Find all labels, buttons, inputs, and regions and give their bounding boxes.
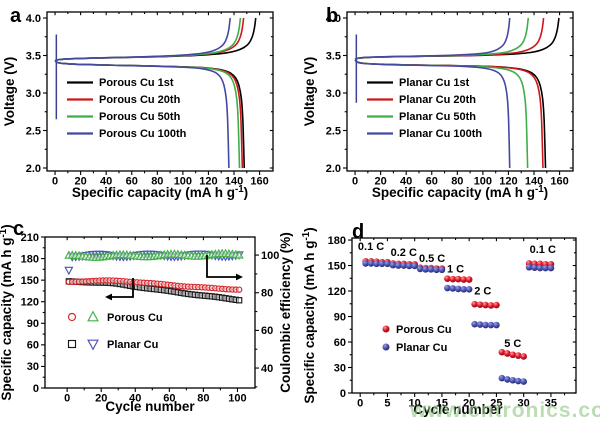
legend-label: Porous Cu 100th bbox=[99, 128, 187, 140]
y-tick-label: 2.5 bbox=[326, 125, 341, 137]
x-tick-label: 80 bbox=[151, 176, 163, 188]
x-tick-label: 100 bbox=[228, 393, 246, 405]
legend-label: Planar Cu 100th bbox=[399, 128, 482, 140]
x-tick-label: 80 bbox=[451, 176, 463, 188]
chart-rate-capability: 0 5 10 15 20 25 30 35 0 30 60 90 120 150 180 Cycle numb… bbox=[301, 227, 577, 417]
chart-porous-voltage-profiles: 0 20 40 60 80 100 120 140 160 2.0 2.5 3.0 3.5 4.0 Spec… bbox=[2, 11, 274, 200]
x-tick-label: 140 bbox=[525, 176, 543, 188]
x-tick-label: 100 bbox=[474, 176, 492, 188]
legend-label: Planar Cu bbox=[396, 342, 447, 354]
x-tick-label: 120 bbox=[499, 176, 517, 188]
x-axis-title: Cycle number bbox=[105, 399, 195, 414]
x-tick-label: 80 bbox=[197, 393, 209, 405]
y-tick-label: 2.0 bbox=[26, 163, 41, 175]
x-tick-label: 30 bbox=[518, 398, 530, 410]
chart-cycling-stability: 0 20 40 60 80 100 0 30 60 90 120 150 180 210 40 60 80 100… bbox=[0, 224, 293, 414]
y-tick-label: 60 bbox=[334, 337, 346, 349]
y-tick-label: 3.5 bbox=[26, 50, 41, 62]
y-axis-title: Voltage (V) bbox=[2, 57, 17, 127]
legend-label: Planar Cu bbox=[107, 339, 158, 351]
x-tick-label: 40 bbox=[100, 176, 112, 188]
rate-label: 1 C bbox=[447, 263, 464, 275]
x-tick-label: 0 bbox=[52, 176, 58, 188]
legend-label: Porous Cu 20th bbox=[99, 94, 181, 106]
rate-label: 0.5 C bbox=[419, 253, 445, 265]
x-tick-label: 5 bbox=[384, 398, 390, 410]
y2-tick-label: 80 bbox=[261, 288, 273, 300]
y-tick-label: 180 bbox=[328, 235, 346, 247]
legend-label: Porous Cu bbox=[396, 324, 452, 336]
rate-label: 2 C bbox=[474, 285, 491, 297]
panel-letter-a: a bbox=[10, 5, 22, 27]
x-tick-label: 0 bbox=[352, 176, 358, 188]
y-tick-label: 3.0 bbox=[326, 88, 341, 100]
x-tick-label: 15 bbox=[436, 398, 448, 410]
y-tick-label: 30 bbox=[334, 362, 346, 374]
x-axis-title: Cycle number bbox=[413, 402, 503, 417]
y-axis-title: Specific capacity (mA h g-1) bbox=[301, 227, 317, 403]
rate-label: 5 C bbox=[504, 338, 521, 350]
watermark: www.cntronics.com bbox=[410, 399, 600, 422]
legend-label: Porous Cu bbox=[107, 312, 163, 324]
x-tick-label: 20 bbox=[374, 176, 386, 188]
x-tick-label: 60 bbox=[163, 393, 175, 405]
x-tick-label: 35 bbox=[545, 398, 557, 410]
y-tick-label: 60 bbox=[27, 340, 39, 352]
x-tick-label: 160 bbox=[250, 176, 268, 188]
x-tick-label: 100 bbox=[174, 176, 192, 188]
y-tick-label: 90 bbox=[334, 311, 346, 323]
panel-letter-c: c bbox=[13, 218, 25, 240]
rate-label: 0.1 C bbox=[358, 241, 384, 253]
y-tick-label: 210 bbox=[21, 232, 39, 244]
legend-label: Planar Cu 50th bbox=[399, 111, 476, 123]
rate-label: 0.2 C bbox=[391, 247, 417, 259]
x-tick-label: 60 bbox=[426, 176, 438, 188]
legend-label: Planar Cu 1st bbox=[399, 77, 470, 89]
legend-label: Planar Cu 20th bbox=[399, 94, 476, 106]
y-axis-title: Specific capacity (mA h g-1) bbox=[0, 224, 14, 400]
y2-tick-label: 100 bbox=[261, 250, 279, 262]
y2-axis-title: Coulombic efficiency (%) bbox=[278, 232, 293, 393]
x-tick-label: 160 bbox=[550, 176, 568, 188]
panel-letter-d: d bbox=[352, 221, 365, 243]
y-tick-label: 2.0 bbox=[326, 163, 341, 175]
y-tick-label: 3.0 bbox=[26, 88, 41, 100]
legend-label: Porous Cu 50th bbox=[99, 111, 181, 123]
y-tick-label: 4.0 bbox=[26, 13, 41, 25]
x-tick-label: 0 bbox=[357, 398, 363, 410]
y-tick-label: 30 bbox=[27, 361, 39, 373]
y-tick-label: 90 bbox=[27, 318, 39, 330]
y-tick-label: 2.5 bbox=[26, 125, 41, 137]
x-tick-label: 20 bbox=[74, 176, 86, 188]
y-tick-label: 0 bbox=[340, 388, 346, 400]
x-tick-label: 25 bbox=[490, 398, 502, 410]
x-tick-label: 60 bbox=[126, 176, 138, 188]
y-tick-label: 3.5 bbox=[326, 50, 341, 62]
y-tick-label: 150 bbox=[21, 275, 39, 287]
legend-label: Porous Cu 1st bbox=[99, 77, 174, 89]
x-tick-label: 20 bbox=[95, 393, 107, 405]
y-tick-label: 120 bbox=[21, 297, 39, 309]
y-tick-label: 0 bbox=[33, 383, 39, 395]
x-tick-label: 40 bbox=[400, 176, 412, 188]
y-tick-label: 120 bbox=[328, 286, 346, 298]
y-tick-label: 4.0 bbox=[326, 13, 341, 25]
y-tick-label: 180 bbox=[21, 253, 39, 265]
x-axis-title: Specific capacity (mA h g-1) bbox=[372, 184, 548, 200]
chart-planar-voltage-profiles: 0 20 40 60 80 100 120 140 160 2.0 2.5 3.0 3.5 4.0 Spec… bbox=[302, 11, 574, 200]
x-tick-label: 0 bbox=[64, 393, 70, 405]
panel-letter-b: b bbox=[326, 5, 339, 27]
x-tick-label: 40 bbox=[129, 393, 141, 405]
x-axis-title: Specific capacity (mA h g-1) bbox=[72, 184, 248, 200]
x-tick-label: 120 bbox=[199, 176, 217, 188]
x-tick-label: 140 bbox=[225, 176, 243, 188]
y2-tick-label: 40 bbox=[261, 363, 273, 375]
y-tick-label: 150 bbox=[328, 260, 346, 272]
y2-tick-label: 60 bbox=[261, 325, 273, 337]
x-tick-label: 20 bbox=[463, 398, 475, 410]
x-tick-label: 10 bbox=[409, 398, 421, 410]
rate-label: 0.1 C bbox=[530, 244, 556, 256]
y-axis-title: Voltage (V) bbox=[302, 57, 317, 127]
